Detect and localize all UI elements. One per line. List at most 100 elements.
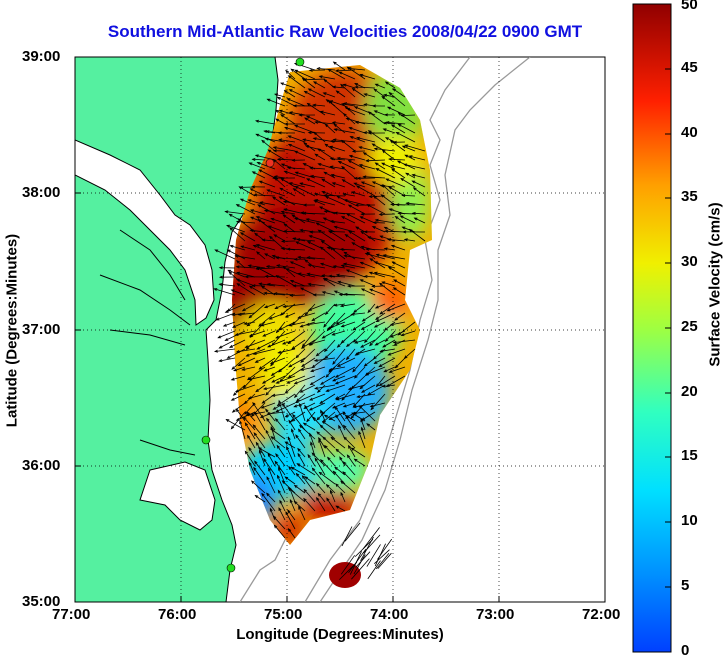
velocity-vector-head — [373, 195, 377, 199]
velocity-vector — [314, 357, 336, 362]
velocity-vector-head — [308, 407, 313, 411]
velocity-vector — [264, 366, 276, 372]
velocity-vector-head — [287, 374, 292, 379]
velocity-vector-head — [317, 163, 322, 167]
velocity-vector — [360, 231, 376, 242]
velocity-vector — [354, 182, 366, 188]
velocity-vector-head — [322, 217, 327, 221]
velocity-vector-head — [386, 308, 391, 312]
velocity-vector-head — [265, 408, 269, 413]
velocity-vector-head — [284, 126, 289, 130]
velocity-vector-head — [329, 157, 334, 161]
velocity-vector — [377, 552, 392, 569]
velocity-vector-head — [366, 204, 371, 208]
velocity-vector — [341, 265, 356, 269]
velocity-vector-head — [318, 438, 322, 443]
velocity-vector-head — [297, 255, 302, 259]
velocity-vector-head — [340, 216, 345, 220]
velocity-vector — [275, 303, 286, 309]
velocity-vector-head — [255, 441, 259, 446]
velocity-vector-head — [273, 292, 278, 296]
velocity-vector — [236, 221, 256, 224]
velocity-vector-head — [262, 333, 267, 337]
colorbar — [632, 3, 672, 653]
velocity-vector — [318, 229, 336, 242]
velocity-vector-head — [312, 103, 317, 107]
velocity-vector-head — [214, 249, 219, 253]
velocity-vector — [308, 283, 326, 287]
velocity-vector — [270, 357, 286, 364]
velocity-vector — [289, 182, 306, 188]
velocity-vector-head — [263, 387, 267, 391]
velocity-vector — [304, 259, 316, 269]
velocity-vector — [350, 136, 366, 143]
velocity-vector — [366, 544, 381, 567]
velocity-vector — [303, 78, 326, 81]
velocity-vector — [332, 330, 346, 336]
x-axis-label: Longitude (Degrees:Minutes) — [236, 626, 444, 643]
velocity-vector — [284, 476, 296, 485]
velocity-vector — [334, 466, 346, 476]
velocity-vector-head — [383, 369, 388, 373]
velocity-vector-head — [323, 278, 328, 281]
velocity-vector-head — [356, 185, 360, 189]
velocity-vector — [414, 217, 426, 224]
velocity-vector — [330, 312, 346, 329]
velocity-vector — [352, 321, 366, 331]
velocity-vector — [248, 265, 266, 269]
velocity-vector — [360, 419, 366, 431]
velocity-vector-head — [334, 466, 338, 471]
velocity-vector-head — [354, 120, 359, 124]
velocity-vector — [374, 321, 386, 328]
velocity-vector — [290, 280, 306, 287]
velocity-vector — [323, 312, 336, 328]
velocity-vector-head — [323, 210, 328, 214]
velocity-vector — [333, 61, 346, 71]
velocity-vector — [359, 146, 376, 152]
velocity-vector — [317, 384, 326, 393]
velocity-vector-head — [295, 434, 299, 439]
velocity-vector-head — [347, 204, 352, 208]
velocity-vector-head — [237, 312, 242, 316]
velocity-vector-head — [347, 387, 352, 391]
velocity-vector-head — [250, 480, 255, 484]
velocity-vector — [409, 229, 426, 242]
velocity-vector — [326, 497, 336, 512]
velocity-vector — [253, 348, 276, 355]
velocity-vector-head — [281, 341, 286, 345]
velocity-vector-head — [243, 416, 247, 420]
velocity-vector — [277, 158, 296, 161]
velocity-vector — [298, 428, 306, 440]
velocity-vector — [261, 402, 276, 409]
velocity-vector — [360, 339, 376, 348]
velocity-vector-head — [375, 168, 380, 172]
velocity-vector — [344, 199, 366, 206]
velocity-vector-head — [285, 268, 290, 272]
velocity-vector — [366, 423, 376, 431]
velocity-vector — [287, 167, 306, 170]
velocity-vector — [214, 348, 236, 352]
velocity-vector — [303, 212, 326, 215]
velocity-vector — [284, 170, 306, 179]
velocity-vector — [308, 88, 326, 98]
velocity-vector-head — [394, 216, 399, 220]
velocity-vector — [325, 123, 336, 134]
velocity-vector-head — [342, 262, 348, 266]
velocity-vector — [367, 204, 386, 215]
velocity-vector — [340, 480, 356, 494]
velocity-vector-head — [307, 307, 312, 311]
velocity-vector-head — [314, 457, 318, 462]
velocity-vector-head — [333, 128, 338, 132]
velocity-vector-head — [299, 389, 304, 393]
velocity-vector — [264, 253, 276, 260]
velocity-vector-head — [333, 303, 338, 307]
velocity-vector-head — [383, 113, 388, 117]
colorbar-tick-label: 40 — [681, 124, 698, 141]
velocity-vector — [275, 330, 296, 339]
gridlines — [75, 57, 605, 602]
velocity-vector-head — [264, 253, 269, 257]
velocity-vector-head — [282, 200, 287, 204]
velocity-vector — [235, 408, 246, 422]
velocity-vector — [253, 245, 266, 251]
velocity-vector-head — [253, 466, 257, 471]
